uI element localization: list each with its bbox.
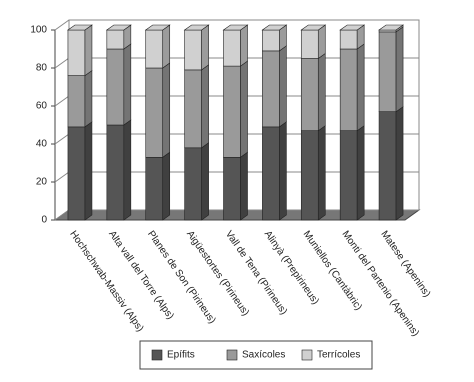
bar-segment [145,29,164,69]
bar-top [378,24,404,31]
legend-swatch [151,349,163,361]
bar-segment [67,75,86,128]
bar-segment [67,126,86,221]
bar-side [201,24,209,71]
bar-segment [223,65,241,158]
y-tick-label: 60 [36,101,48,112]
bar-side [201,142,209,221]
grid-slant [54,209,70,221]
bar-side [84,121,93,221]
bar-side [395,106,404,221]
y-tick-label: 20 [36,177,48,188]
bar-side [240,60,248,158]
grid-slant [54,57,70,69]
bar-segment [262,29,280,52]
bar-top [144,24,171,31]
bar-side [201,64,209,149]
bar-top [339,24,366,31]
y-tick-label: 0 [41,215,47,226]
bar-segment [339,48,358,131]
x-tick-label: Planes de Son (Pirineus) [145,229,217,326]
bar-top [67,24,93,31]
bar-side [162,24,171,69]
bar-segment [184,147,202,221]
bar-side [84,70,93,128]
bar-segment [378,111,397,221]
bar-top [300,24,327,31]
bar-segment [223,157,241,221]
x-tick-label: Alta vall del Torre (Alps) [106,229,175,322]
bar-segment [378,31,397,113]
bar-top [183,24,210,31]
bar-segment [339,29,358,50]
legend-label: Terrícoles [317,350,360,361]
grid-slant [54,95,70,107]
bar-segment [339,130,358,221]
grid-slant [54,19,70,31]
y-tick-label: 80 [36,63,48,74]
legend-swatch [301,349,313,361]
bar-side [162,62,171,158]
legend-label: Saxícoles [242,350,285,361]
bar-top [105,24,132,31]
bar-segment [262,50,280,128]
bar-side [356,43,365,132]
bar-side [317,24,326,60]
bar-segment [184,29,202,71]
bar-segment [106,124,125,221]
x-tick-label: Hochschwab-Massiv (Alps) [67,229,145,334]
y-tick-label: 40 [36,139,48,150]
bar-segment [184,69,202,149]
bar-segment [106,48,125,126]
bar-segment [67,29,86,76]
grid-slant [54,133,70,145]
bar-segment [145,67,164,158]
bar-segment [223,29,241,67]
bar-segment [145,157,164,221]
x-tick-label: Monti del Partenio (Apenins) [340,229,421,339]
bar-side [395,26,404,113]
bar-segment [300,58,319,131]
bar-segment [300,29,319,59]
bar-side [317,52,326,132]
bar-side [162,151,171,221]
bar-top [222,24,249,31]
bar-segment [262,126,280,221]
bar-segment [300,130,319,221]
bar-side [240,151,248,221]
bar-side [123,119,132,221]
bar-top [261,24,288,31]
bar-side [279,45,287,128]
legend-box [139,340,373,370]
bar-segment [106,29,125,50]
bar-side [279,121,287,221]
bar-side [240,24,248,67]
legend-label: Epífits [167,350,195,361]
legend-swatch [226,349,238,361]
bar-side [84,24,93,77]
bar-side [123,43,132,126]
bar-side [317,125,326,221]
grid-slant [54,171,70,183]
bar-side [356,125,365,221]
y-tick-label: 100 [30,25,47,36]
